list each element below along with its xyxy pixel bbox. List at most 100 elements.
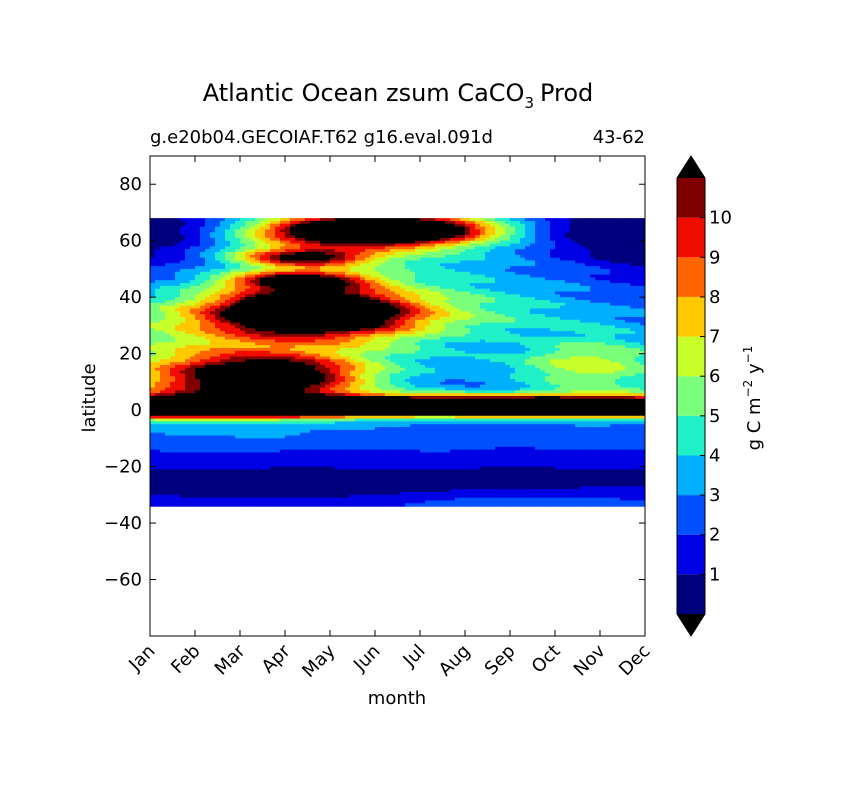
heatmap-cell (380, 232, 386, 236)
heatmap-cell (155, 263, 161, 267)
heatmap-cell (165, 263, 171, 267)
heatmap-cell (405, 218, 411, 222)
heatmap-cell (330, 260, 336, 264)
heatmap-cell (545, 243, 551, 247)
heatmap-cell (420, 240, 426, 245)
heatmap-cell (490, 240, 496, 245)
heatmap-cell (215, 249, 221, 253)
heatmap-cell (635, 249, 641, 253)
heatmap-cell (290, 243, 296, 247)
heatmap-cell (340, 232, 346, 236)
heatmap-cell (430, 254, 436, 259)
heatmap-cell (515, 232, 521, 236)
heatmap-cell (515, 240, 521, 245)
heatmap-cell (590, 223, 596, 228)
heatmap-cell (430, 246, 436, 250)
heatmap-cell (635, 257, 641, 262)
heatmap-cell (170, 240, 176, 245)
heatmap-cell (200, 223, 206, 228)
heatmap-cell (445, 223, 451, 228)
heatmap-cell (210, 257, 216, 262)
heatmap-cell (235, 240, 241, 245)
heatmap-cell (450, 232, 456, 236)
heatmap-cell (415, 263, 421, 267)
heatmap-cell (325, 246, 331, 250)
heatmap-cell (485, 260, 491, 264)
heatmap-cell (550, 260, 556, 264)
heatmap-cell (325, 226, 331, 231)
heatmap-cell (425, 257, 431, 262)
heatmap-cell (320, 263, 326, 267)
heatmap-cell (230, 226, 236, 231)
heatmap-cell (295, 237, 301, 242)
heatmap-cell (230, 252, 236, 256)
heatmap-cell (295, 229, 301, 233)
heatmap-cell (415, 229, 421, 233)
heatmap-cell (495, 226, 501, 231)
heatmap-cell (250, 240, 256, 245)
heatmap-cell (520, 226, 526, 231)
heatmap-cell (395, 246, 401, 250)
heatmap-cell (455, 240, 461, 245)
heatmap-cell (325, 263, 331, 267)
heatmap-cell (375, 263, 381, 267)
heatmap-cell (485, 229, 491, 233)
heatmap-cell (595, 220, 601, 225)
heatmap-cell (545, 229, 551, 233)
heatmap-cell (635, 260, 641, 264)
heatmap-cell (455, 220, 461, 225)
heatmap-cell (475, 260, 481, 264)
heatmap-cell (370, 220, 376, 225)
heatmap-cell (275, 254, 281, 259)
heatmap-cell (500, 257, 506, 262)
heatmap-cell (260, 237, 266, 242)
heatmap-cell (395, 240, 401, 245)
heatmap-cell (215, 237, 221, 242)
heatmap-cell (350, 257, 356, 262)
heatmap-cell (285, 223, 291, 228)
heatmap-cell (530, 260, 536, 264)
heatmap-cell (410, 249, 416, 253)
heatmap-cell (495, 240, 501, 245)
heatmap-cell (435, 254, 441, 259)
heatmap-cell (310, 257, 316, 262)
heatmap-cell (175, 246, 181, 250)
heatmap-cell (175, 232, 181, 236)
heatmap-cell (165, 266, 171, 270)
heatmap-cell (330, 218, 336, 222)
heatmap-cell (290, 254, 296, 259)
heatmap-cell (215, 263, 221, 267)
heatmap-cell (505, 232, 511, 236)
heatmap-cell (390, 252, 396, 256)
heatmap-cell (385, 226, 391, 231)
heatmap-cell (275, 229, 281, 233)
heatmap-cell (580, 243, 586, 247)
heatmap-cell (500, 237, 506, 242)
heatmap-cell (205, 235, 211, 239)
heatmap-cell (605, 223, 611, 228)
heatmap-cell (555, 254, 561, 259)
heatmap-cell (620, 243, 626, 247)
heatmap-cell (265, 220, 271, 225)
heatmap-cell (550, 246, 556, 250)
heatmap-cell (405, 263, 411, 267)
heatmap-cell (365, 240, 371, 245)
heatmap-cell (335, 252, 341, 256)
heatmap-cell (160, 232, 166, 236)
heatmap-cell (490, 257, 496, 262)
heatmap-cell (310, 223, 316, 228)
heatmap-cell (370, 246, 376, 250)
heatmap-cell (435, 263, 441, 267)
heatmap-cell (335, 240, 341, 245)
heatmap-cell (515, 226, 521, 231)
heatmap-cell (185, 232, 191, 236)
heatmap-cell (370, 240, 376, 245)
heatmap-cell (280, 254, 286, 259)
heatmap-cell (550, 254, 556, 259)
heatmap-cell (210, 240, 216, 245)
heatmap-cell (350, 260, 356, 264)
heatmap-cell (470, 243, 476, 247)
heatmap-cell (425, 220, 431, 225)
heatmap-cell (495, 249, 501, 253)
heatmap-cell (440, 218, 446, 222)
